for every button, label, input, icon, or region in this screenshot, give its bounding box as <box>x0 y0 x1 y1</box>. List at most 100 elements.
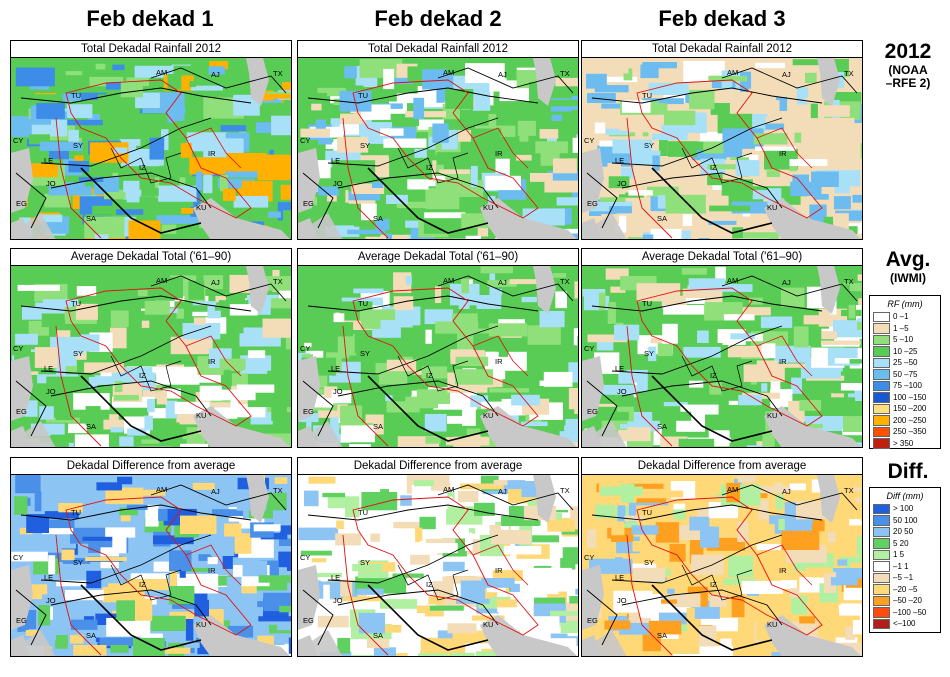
rf-legend-item: 10 –25 <box>873 346 937 358</box>
row-label-avg-title: Avg. <box>885 248 931 271</box>
rf-legend-swatch <box>873 369 890 380</box>
diff-legend-item: –5 –1 <box>873 572 937 584</box>
map-label-am: AM <box>156 485 167 494</box>
map-label-tu: TU <box>642 508 652 517</box>
rf-legend-item: 25 –50 <box>873 357 937 369</box>
map-label-le: LE <box>331 573 340 582</box>
map-label-sa: SA <box>657 214 667 223</box>
map-panel-total-3: Total Dekadal Rainfall 2012 AM AJ TX TU CY SY I… <box>581 40 863 240</box>
map-label-aj: AJ <box>782 278 791 287</box>
diff-legend-swatch <box>873 572 890 583</box>
rainfall-map: AM AJ TX TU CY SY IR LE IZ JO EG KU SA <box>298 58 578 239</box>
map-label-tx: TX <box>560 486 570 495</box>
map-panel-total-1: Total Dekadal Rainfall 2012 AM AJ TX TU CY SY I… <box>10 40 292 240</box>
rf-legend-swatch <box>873 357 890 368</box>
map-label-iz: IZ <box>139 163 146 172</box>
map-label-eg: EG <box>16 616 27 625</box>
map-label-eg: EG <box>303 407 314 416</box>
map-panel-avg-1: Average Dekadal Total ('61–90) AM AJ TX TU CY… <box>10 248 292 448</box>
diff-legend-label: > 100 <box>893 504 914 514</box>
rf-legend-label: 100 –150 <box>893 392 927 402</box>
rf-legend-item: 5 –10 <box>873 334 937 346</box>
rainfall-map: AM AJ TX TU CY SY IR LE IZ JO EG KU SA <box>298 475 578 656</box>
map-label-tx: TX <box>560 69 570 78</box>
map-label-sy: SY <box>360 141 370 150</box>
map-label-iz: IZ <box>426 580 433 589</box>
map-label-sa: SA <box>657 422 667 431</box>
rainfall-map: AM AJ TX TU CY SY IR LE IZ JO EG KU SA <box>582 475 862 656</box>
rf-legend-swatch <box>873 403 890 414</box>
row-label-2012-title: 2012 <box>884 40 932 63</box>
diff-legend-label: 50 100 <box>893 515 918 525</box>
rf-legend-swatch <box>873 426 890 437</box>
row-label-2012-source: (NOAA –RFE 2) <box>885 63 931 90</box>
map-label-ir: IR <box>495 566 503 575</box>
rf-legend-label: 50 –75 <box>893 369 918 379</box>
map-label-am: AM <box>443 276 454 285</box>
map-label-tx: TX <box>273 69 283 78</box>
rf-legend-swatch <box>873 392 890 403</box>
diff-legend-swatch <box>873 515 890 526</box>
map-label-eg: EG <box>303 199 314 208</box>
map-label-am: AM <box>443 485 454 494</box>
diff-legend-swatch <box>873 584 890 595</box>
map-panel-avg-2: Average Dekadal Total ('61–90) AM AJ TX TU CY… <box>297 248 579 448</box>
panel-title: Total Dekadal Rainfall 2012 <box>582 41 862 58</box>
diff-legend-item: 50 100 <box>873 515 937 527</box>
diff-legend-swatch <box>873 618 890 629</box>
rf-legend-label: 1 –5 <box>893 323 909 333</box>
map-label-eg: EG <box>587 407 598 416</box>
map-label-cy: CY <box>584 136 594 145</box>
rf-legend-swatch <box>873 438 890 449</box>
map-label-jo: JO <box>333 387 343 396</box>
panel-title: Dekadal Difference from average <box>11 458 291 475</box>
map-label-sa: SA <box>657 631 667 640</box>
map-label-aj: AJ <box>211 278 220 287</box>
map-label-ku: KU <box>196 411 206 420</box>
diff-legend-item: > 100 <box>873 503 937 515</box>
map-label-iz: IZ <box>710 371 717 380</box>
diff-legend-label: 1 5 <box>893 550 905 560</box>
map-label-ku: KU <box>196 620 206 629</box>
map-label-ir: IR <box>208 357 216 366</box>
map-panel-diff-3: Dekadal Difference from average AM AJ TX TU C… <box>581 457 863 657</box>
diff-legend: Diff (mm) > 100 50 100 20 50 5 20 1 5 –1 1 –5 … <box>869 487 941 633</box>
map-label-cy: CY <box>300 136 310 145</box>
diff-legend-item: –20 –5 <box>873 584 937 596</box>
map-label-tx: TX <box>844 69 854 78</box>
rf-legend-label: 5 –10 <box>893 335 914 345</box>
map-label-ku: KU <box>767 411 777 420</box>
map-label-tx: TX <box>844 486 854 495</box>
rf-legend-item: 1 –5 <box>873 323 937 335</box>
map-label-am: AM <box>727 485 738 494</box>
diff-legend-label: 20 50 <box>893 527 914 537</box>
diff-legend-item: –1 1 <box>873 561 937 573</box>
map-label-tx: TX <box>844 277 854 286</box>
map-label-le: LE <box>615 364 624 373</box>
map-label-tu: TU <box>71 508 81 517</box>
rf-legend-item: 150 –200 <box>873 403 937 415</box>
map-label-sa: SA <box>86 214 96 223</box>
map-label-am: AM <box>727 276 738 285</box>
diff-legend-swatch <box>873 538 890 549</box>
map-label-sa: SA <box>373 422 383 431</box>
panel-title: Total Dekadal Rainfall 2012 <box>298 41 578 58</box>
map-label-eg: EG <box>587 616 598 625</box>
column-heading-1: Feb dekad 1 <box>86 6 214 31</box>
map-label-ir: IR <box>208 149 216 158</box>
map-label-eg: EG <box>16 407 27 416</box>
diff-legend-swatch <box>873 595 890 606</box>
map-label-iz: IZ <box>710 163 717 172</box>
column-heading-2: Feb dekad 2 <box>374 6 502 31</box>
panel-title: Total Dekadal Rainfall 2012 <box>11 41 291 58</box>
map-label-iz: IZ <box>426 163 433 172</box>
map-label-jo: JO <box>46 387 56 396</box>
map-label-tx: TX <box>273 277 283 286</box>
rf-legend-label: 25 –50 <box>893 358 918 368</box>
map-label-aj: AJ <box>211 70 220 79</box>
map-label-iz: IZ <box>139 371 146 380</box>
map-label-cy: CY <box>300 553 310 562</box>
map-label-jo: JO <box>617 179 627 188</box>
rf-legend-swatch <box>873 311 890 322</box>
rainfall-map: AM AJ TX TU CY SY IR LE IZ JO EG KU SA <box>11 58 291 239</box>
